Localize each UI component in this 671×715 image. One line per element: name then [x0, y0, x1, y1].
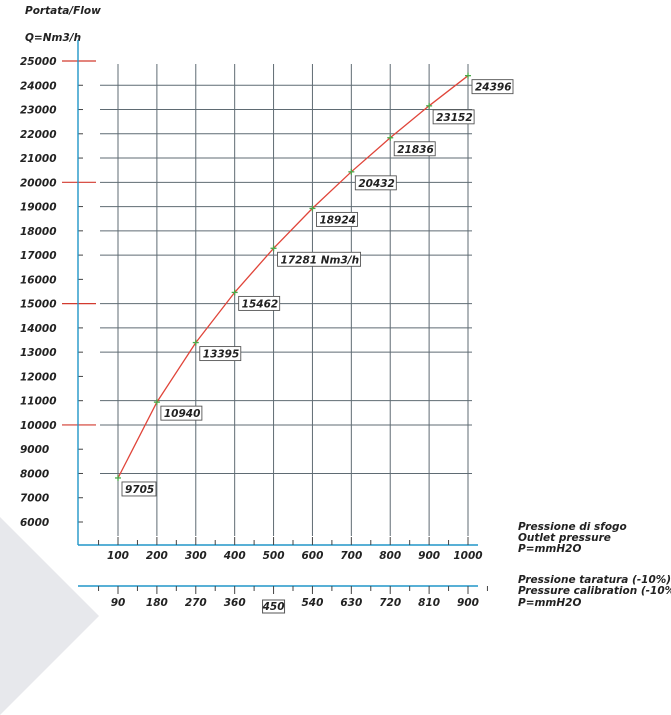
data-label-6: 20432	[358, 178, 395, 190]
y-tick-label-12000: 12000	[20, 371, 57, 383]
y-tick-label-13000: 13000	[20, 347, 57, 359]
y-tick-label-6000: 6000	[20, 517, 49, 529]
x-tick-label-200: 200	[146, 550, 168, 562]
x2-tick-label-360: 360	[224, 597, 246, 609]
y-tick-label-18000: 18000	[20, 226, 57, 238]
series-line	[117, 75, 469, 479]
x2-tick-label-810: 810	[418, 597, 440, 609]
x2-axis-title-2: P=mmH2O	[518, 597, 581, 609]
y-tick-label-14000: 14000	[20, 323, 57, 335]
y-tick-label-8000: 8000	[20, 468, 49, 480]
y-tick-label-10000: 10000	[20, 420, 57, 432]
x2-tick-label-630: 630	[340, 597, 362, 609]
x-tick-label-400: 400	[223, 550, 246, 562]
x2-highlight-box	[262, 599, 286, 614]
data-label-box-9	[471, 79, 514, 95]
data-label-5: 18924	[319, 214, 356, 226]
chart-canvas: Portata/Flow Q=Nm3/h 25000 24000 23000 22000 2…	[0, 5, 671, 715]
y-tick-label-7000: 7000	[20, 493, 49, 505]
data-label-2: 13395	[203, 349, 240, 361]
x2-tick-label-90: 90	[111, 597, 126, 609]
data-label-box-0	[121, 481, 157, 497]
y-tick-label-22000: 22000	[20, 129, 57, 141]
data-label-box-1	[160, 405, 203, 421]
x-axis-title-0: Pressione di sfogo	[518, 521, 627, 533]
x-axis-title-2: P=mmH2O	[518, 543, 581, 555]
data-label-7: 21836	[397, 144, 434, 156]
x-tick-label-900: 900	[418, 550, 440, 562]
y-tick-label-11000: 11000	[20, 396, 57, 408]
flow-pressure-chart: Portata/Flow Q=Nm3/h 25000 24000 23000 22000 2…	[20, 5, 671, 614]
x2-axis-title-0: Pressione taratura (-10%)	[518, 574, 671, 586]
x2-tick-label-450: 450	[262, 601, 285, 613]
x2-tick-label-180: 180	[146, 597, 168, 609]
data-label-box-6	[354, 175, 397, 191]
y-tick-label-9000: 9000	[20, 444, 49, 456]
y-tick-label-20000: 20000	[20, 177, 57, 189]
x2-tick-label-720: 720	[379, 597, 401, 609]
x-axis-title-1: Outlet pressure	[518, 532, 611, 544]
y-tick-label-16000: 16000	[20, 274, 57, 286]
x-tick-label-100: 100	[107, 550, 129, 562]
y-tick-label-17000: 17000	[20, 250, 57, 262]
data-label-box-2	[199, 346, 242, 362]
x-tick-label-300: 300	[185, 550, 207, 562]
x2-tick-label-900: 900	[457, 597, 479, 609]
data-label-1: 10940	[164, 408, 201, 420]
y-axis-title: Portata/Flow	[25, 5, 101, 17]
data-label-box-8	[432, 109, 475, 125]
data-label-3: 15462	[242, 298, 279, 310]
y-tick-label-21000: 21000	[20, 153, 57, 165]
y-tick-label-23000: 23000	[20, 105, 57, 117]
x-tick-label-500: 500	[263, 550, 285, 562]
x-tick-label-600: 600	[301, 550, 323, 562]
y-axis-unit: Q=Nm3/h	[25, 32, 81, 44]
x2-axis-title-1: Pressure calibration (-10%)	[518, 585, 671, 597]
y-tick-label-15000: 15000	[20, 299, 57, 311]
data-label-box-3	[238, 295, 281, 311]
x-tick-label-1000: 1000	[453, 550, 482, 562]
x-tick-label-800: 800	[379, 550, 401, 562]
data-label-0: 9705	[125, 484, 154, 496]
y-tick-label-19000: 19000	[20, 202, 57, 214]
x2-tick-label-270: 270	[185, 597, 207, 609]
y-tick-label-24000: 24000	[20, 80, 57, 92]
data-label-9: 24396	[475, 82, 512, 94]
data-label-box-5	[315, 211, 358, 227]
data-label-box-7	[393, 141, 436, 157]
data-label-8: 23152	[436, 112, 473, 124]
data-label-4: 17281 Nm3/h	[281, 254, 360, 266]
y-tick-label-25000: 25000	[20, 56, 57, 68]
x-tick-label-700: 700	[340, 550, 362, 562]
data-label-box-4	[277, 251, 362, 267]
x2-tick-label-540: 540	[301, 597, 323, 609]
